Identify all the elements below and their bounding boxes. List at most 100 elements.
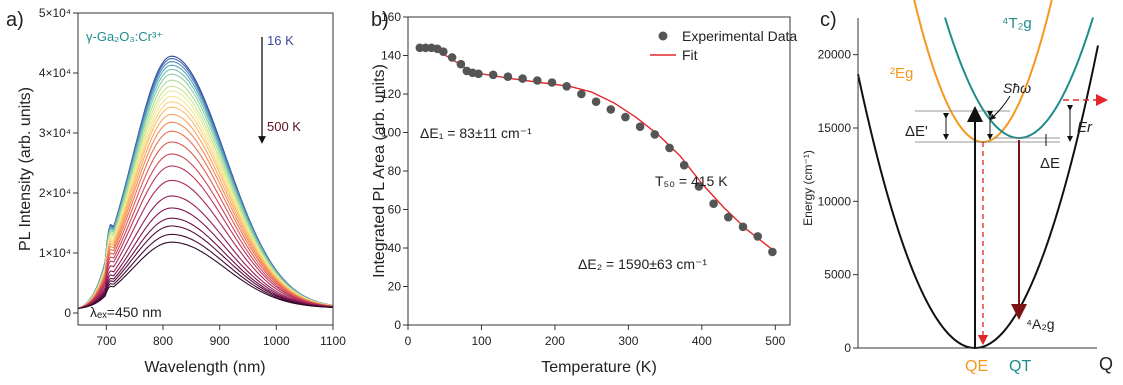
pl-spectrum-280K xyxy=(77,121,334,309)
panel-a-x-label: Wavelength (nm) xyxy=(144,359,265,376)
panel-b-y-tick-label: 20 xyxy=(388,280,402,294)
panel-c-y-tick-label: 10000 xyxy=(818,194,852,208)
panel-a-y-tick-label: 1×10⁴ xyxy=(39,246,71,260)
label-qe: QE xyxy=(965,358,988,375)
panel-a-y-tick-label: 2×10⁴ xyxy=(39,186,71,200)
data-point xyxy=(709,199,718,208)
temp-low-label: 500 K xyxy=(267,119,301,134)
t2g-curve xyxy=(944,17,1094,140)
panel-b-x-tick-label: 300 xyxy=(618,334,638,348)
label-shw: Sħω xyxy=(1003,80,1031,96)
panel-b-label: b) xyxy=(371,9,389,31)
panel-b-y-tick-label: 160 xyxy=(381,10,401,24)
panel-b: b) 0 100 200 300 400 500 0 20 40 60 80 100 120 140 16… xyxy=(371,9,797,376)
pl-spectrum-420K xyxy=(77,207,334,309)
panel-a-x-tick-label: 1100 xyxy=(320,334,346,348)
panel-b-frame xyxy=(407,16,791,326)
panel-c-y-ticks: 0 5000 10000 15000 20000 xyxy=(818,48,858,355)
annotation-t50: T₅₀ = 415 K xyxy=(655,173,728,189)
ground-state-curve xyxy=(857,45,1099,349)
data-point xyxy=(591,97,601,106)
panel-a-x-tick-label: 900 xyxy=(210,334,230,348)
data-point xyxy=(694,182,704,191)
panel-b-x-tick-label: 400 xyxy=(692,334,712,348)
data-point xyxy=(533,76,542,85)
panel-b-x-tick-label: 200 xyxy=(545,334,565,348)
data-point xyxy=(474,69,483,79)
label-delta-e: ΔE xyxy=(1040,155,1060,172)
eg-curve xyxy=(913,0,1053,143)
panel-c-label: c) xyxy=(820,9,837,31)
panel-b-y-tick-label: 0 xyxy=(394,318,401,332)
pl-spectrum-480K xyxy=(77,233,334,309)
panel-b-x-tick-label: 100 xyxy=(471,334,491,348)
configuration-coordinate-curves xyxy=(857,0,1099,349)
data-point xyxy=(562,82,571,91)
panel-b-y-tick-label: 80 xyxy=(388,164,402,178)
label-qt: QT xyxy=(1009,358,1031,375)
label-t2g: ⁴T₂g xyxy=(1002,15,1032,32)
label-delta-e-prime: ΔE' xyxy=(905,123,928,140)
legend-marker-data xyxy=(658,31,668,41)
label-eg: ²Eg xyxy=(890,65,913,82)
panel-c-y-tick-label: 15000 xyxy=(818,121,852,135)
panel-a-y-label: PL Intensity (arb. units) xyxy=(17,87,34,251)
shw-pointer xyxy=(989,95,1011,121)
panel-a-y-ticks: 0 1×10⁴ 2×10⁴ 3×10⁴ 4×10⁴ 5×10⁴ xyxy=(39,6,78,320)
panel-b-y-label: Integrated PL Area (arb. units) xyxy=(371,64,388,278)
pl-spectrum-460K xyxy=(77,225,334,309)
panel-a-x-ticks: 700 800 900 1000 1100 xyxy=(96,325,346,348)
panel-a: a) 700 800 900 1000 1100 0 1×10⁴ 2×10⁴ 3×10⁴ 4×1… xyxy=(6,6,346,376)
data-point xyxy=(635,122,645,131)
data-point xyxy=(577,89,586,99)
pl-spectra xyxy=(77,55,334,309)
panel-c-y-tick-label: 20000 xyxy=(818,48,852,62)
data-point xyxy=(547,78,557,87)
panel-b-x-label: Temperature (K) xyxy=(541,359,657,376)
pl-spectrum-380K xyxy=(77,179,334,309)
panel-a-x-tick-label: 1000 xyxy=(263,334,290,348)
excitation-label: λₑₓ=450 nm xyxy=(90,304,162,320)
panel-b-y-tick-label: 140 xyxy=(381,49,401,63)
pl-spectrum-500K xyxy=(77,241,334,309)
panel-c-y-label: Energy (cm⁻¹) xyxy=(801,150,815,226)
legend-label-data: Experimental Data xyxy=(682,28,797,44)
pl-spectrum-320K xyxy=(77,141,334,309)
data-point xyxy=(488,70,498,80)
data-point xyxy=(456,59,466,69)
data-point xyxy=(650,130,660,139)
fit-line xyxy=(418,47,776,253)
pl-spectrum-240K xyxy=(77,106,334,309)
label-a2g: ⁴A₂g xyxy=(1026,316,1055,332)
data-point xyxy=(421,43,430,53)
panel-a-y-tick-label: 5×10⁴ xyxy=(39,6,71,20)
data-point xyxy=(724,212,733,222)
label-er: Er xyxy=(1077,119,1093,136)
panel-a-label: a) xyxy=(6,9,24,31)
temp-high-label: 16 K xyxy=(267,33,294,48)
panel-c-y-tick-label: 0 xyxy=(844,341,851,355)
data-point xyxy=(753,232,762,241)
panel-b-y-ticks: 0 20 40 60 80 100 120 140 160 xyxy=(381,10,408,332)
panel-b-y-tick-label: 40 xyxy=(388,241,402,255)
panel-a-y-tick-label: 3×10⁴ xyxy=(39,126,71,140)
panel-a-x-tick-label: 800 xyxy=(153,334,173,348)
annotation-delta-e2: ΔE₂ = 1590±63 cm⁻¹ xyxy=(578,256,707,272)
pl-spectrum-340K xyxy=(77,153,334,309)
pl-spectrum-300K xyxy=(77,130,334,309)
material-label: γ-Ga₂O₃:Cr³⁺ xyxy=(86,29,163,44)
data-point xyxy=(768,247,777,257)
pl-spectrum-40K xyxy=(77,58,334,309)
data-point xyxy=(738,222,748,232)
panel-a-x-tick-label: 700 xyxy=(96,334,116,348)
panel-b-y-tick-label: 120 xyxy=(381,87,401,101)
panel-b-x-ticks: 0 100 200 300 400 500 xyxy=(405,325,786,348)
pl-spectrum-360K xyxy=(77,165,334,309)
panel-c-x-label: Q xyxy=(1099,354,1113,374)
panel-b-x-tick-label: 500 xyxy=(765,334,785,348)
panel-b-y-tick-label: 100 xyxy=(381,126,401,140)
data-point xyxy=(621,112,630,122)
legend-label-fit: Fit xyxy=(682,47,698,63)
panel-b-x-tick-label: 0 xyxy=(405,334,412,348)
